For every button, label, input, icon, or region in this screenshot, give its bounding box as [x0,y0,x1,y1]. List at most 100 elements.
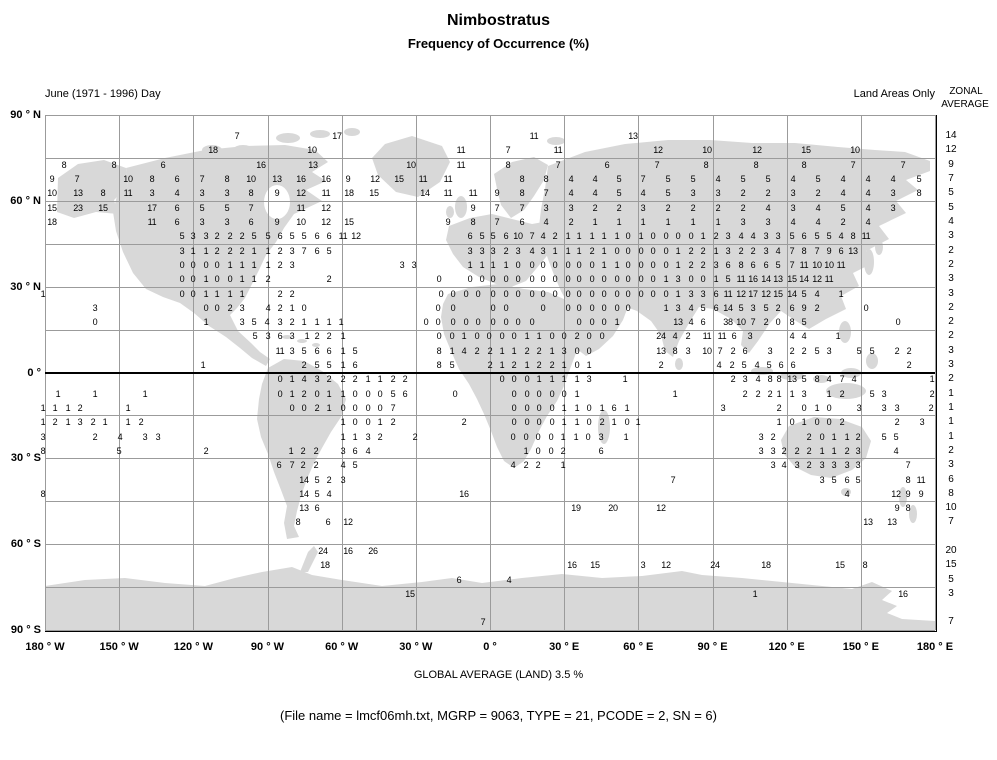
grid-value: 5 [224,203,230,213]
grid-value: 2 [730,346,736,356]
grid-value: 6 [725,260,731,270]
grid-value: 0 [490,274,496,284]
grid-value: 3 [289,346,295,356]
grid-value: 4 [801,331,807,341]
grid-value: 8 [905,475,911,485]
grid-value: 2 [765,188,771,198]
grid-value: 2 [503,246,509,256]
grid-value: 0 [819,432,825,442]
grid-value: 3 [700,289,706,299]
grid-value: 8 [519,174,525,184]
x-tick-label: 120 ° E [768,641,805,653]
grid-value: 3 [750,303,756,313]
grid-value: 0 [601,274,607,284]
grid-value: 1 [523,446,529,456]
grid-value: 0 [614,289,620,299]
grid-value: 0 [450,289,456,299]
grid-value: 2 [789,346,795,356]
file-info-label: (File name = lmcf06mh.txt, MGRP = 9063, … [279,708,717,723]
zonal-average-value: 1 [948,431,954,442]
grid-value: 3 [740,217,746,227]
grid-value: 2 [776,403,782,413]
map-arctic-island [344,128,360,136]
grid-value: 8 [767,374,773,384]
grid-value: 2 [665,203,671,213]
grid-value: 4 [117,432,123,442]
grid-value: 3 [203,231,209,241]
grid-value: 1 [203,274,209,284]
grid-value: 2 [277,289,283,299]
grid-value: 3 [763,246,769,256]
grid-value: 1 [52,403,58,413]
x-tick-label: 150 ° W [99,641,139,653]
grid-value: 0 [511,389,517,399]
grid-value: 5 [116,446,122,456]
x-tick-label: 60 ° E [623,641,654,653]
map-sri-lanka [675,358,683,370]
grid-value: 5 [855,475,861,485]
grid-value: 8 [672,346,678,356]
grid-value: 2 [844,446,850,456]
grid-value: 0 [589,289,595,299]
grid-value: 2 [806,460,812,470]
grid-value: 1 [499,360,505,370]
grid-value: 1 [227,260,233,270]
grid-value: 1 [565,246,571,256]
grid-value: 1 [55,389,61,399]
grid-value: 4 [893,446,899,456]
grid-value: 12 [891,489,901,499]
grid-value: 2 [138,417,144,427]
grid-value: 3 [399,260,405,270]
grid-value: 1 [549,346,555,356]
grid-value: 5 [479,231,485,241]
grid-value: 2 [928,403,934,413]
grid-value: 1 [752,589,758,599]
grid-value: 13 [73,188,83,198]
grid-value: 2 [740,203,746,213]
grid-value: 3 [763,231,769,241]
map-antarctic-peninsula [300,546,318,572]
grid-value: 2 [326,475,332,485]
grid-value: 12 [736,289,746,299]
y-tick-label: 90 ° S [10,624,41,636]
grid-value: 6 [456,575,462,585]
grid-value: 7 [717,346,723,356]
zonal-average-value: 5 [948,202,954,213]
grid-value: 5 [665,188,671,198]
map-lesser-sunda [813,375,829,383]
grid-value: 4 [688,303,694,313]
grid-value: 1 [826,389,832,399]
grid-value: 8 [789,317,795,327]
grid-value: 5 [766,360,772,370]
grid-value: 0 [289,403,295,413]
grid-value: 0 [576,303,582,313]
grid-value: 7 [839,374,845,384]
grid-value: 1 [819,446,825,456]
grid-line-horizontal [45,286,935,288]
grid-line-horizontal [45,458,935,460]
grid-value: 2 [340,374,346,384]
grid-value: 0 [585,432,591,442]
grid-value: 14 [761,274,771,284]
y-tick-label: 30 ° N [10,280,41,293]
grid-value: 4 [340,460,346,470]
grid-value: 6 [277,231,283,241]
grid-value: 1 [601,246,607,256]
grid-value: 7 [789,260,795,270]
grid-value: 0 [549,403,555,413]
grid-value: 8 [916,188,922,198]
grid-value: 11 [123,188,133,198]
grid-value: 2 [560,446,566,456]
grid-value: 6 [325,517,331,527]
grid-value: 3 [801,389,807,399]
grid-value: 0 [663,246,669,256]
grid-value: 2 [700,246,706,256]
grid-value: 0 [277,374,283,384]
grid-value: 2 [326,274,332,284]
grid-value: 2 [277,246,283,256]
grid-value: 5 [740,174,746,184]
grid-value: 1 [289,374,295,384]
grid-value: 0 [352,389,358,399]
grid-value: 11 [443,174,453,184]
grid-value: 3 [747,331,753,341]
